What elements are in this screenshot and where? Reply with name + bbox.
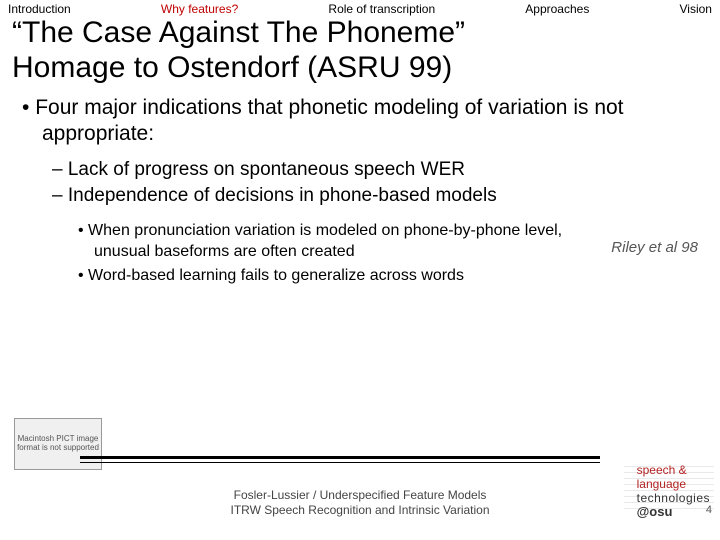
bullet-level-3: Word-based learning fails to generalize … [76,266,611,287]
title-line-1: “The Case Against The Phoneme” [12,16,465,49]
brand-amp: & [679,463,687,477]
tab-approaches[interactable]: Approaches [525,2,589,16]
bullet-level-2: Lack of progress on spontaneous speech W… [52,158,702,183]
bullet-level-3: When pronunciation variation is modeled … [76,221,611,263]
footer-rule [80,456,600,463]
bullet-level-1: Four major indications that phonetic mod… [18,95,702,148]
brand-language: language [637,477,686,491]
footer-line-1: Fosler-Lussier / Underspecified Feature … [234,488,487,502]
title-line-2: Homage to Ostendorf (ASRU 99) [12,51,452,84]
nav-tabs: Introduction Why features? Role of trans… [0,0,720,16]
slide: Introduction Why features? Role of trans… [0,0,720,540]
tab-introduction[interactable]: Introduction [8,2,71,16]
subsub-col: When pronunciation variation is modeled … [18,219,611,291]
brand-speech: speech [637,463,676,477]
footer-line-2: ITRW Speech Recognition and Intrinsic Va… [230,503,489,517]
bullet-level-2: Independence of decisions in phone-based… [52,184,702,209]
slide-title: “The Case Against The Phoneme” Homage to… [0,16,720,91]
brand-osu: @osu [637,504,673,519]
tab-role-transcription[interactable]: Role of transcription [328,2,435,16]
footer-text: Fosler-Lussier / Underspecified Feature … [0,488,720,518]
tab-why-features[interactable]: Why features? [161,2,238,16]
brand-technologies: technologies [637,491,710,505]
brand-logo: speech & language technologies @osu [637,464,710,520]
footer: Fosler-Lussier / Underspecified Feature … [0,456,720,540]
citation: Riley et al 98 [611,219,702,256]
page-number: 4 [706,504,712,516]
subsub-row: When pronunciation variation is modeled … [18,219,702,291]
tab-vision[interactable]: Vision [679,2,711,16]
